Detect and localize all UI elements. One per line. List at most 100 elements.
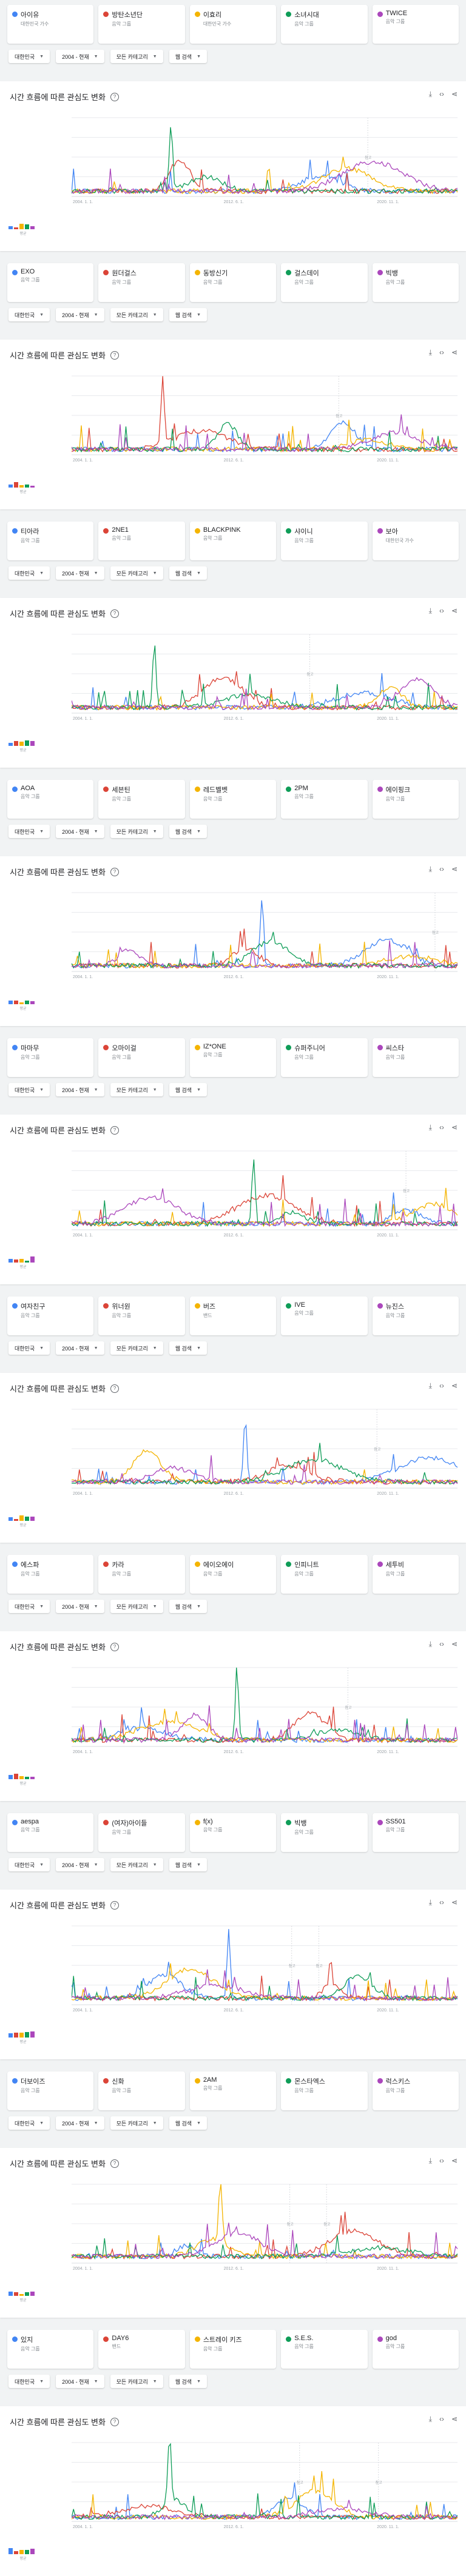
period-filter[interactable]: 2004 - 현재 ▼: [56, 308, 104, 321]
search-term-card[interactable]: 세투비 음악 그룹: [372, 1555, 459, 1594]
help-icon[interactable]: ?: [110, 1642, 119, 1651]
search-term-card[interactable]: 에이핑크 음악 그룹: [372, 780, 459, 819]
help-icon[interactable]: ?: [110, 1900, 119, 1910]
share-icon[interactable]: ⋖: [451, 2156, 458, 2165]
region-filter[interactable]: 대한민국 ▼: [8, 2375, 50, 2388]
search-type-filter[interactable]: 웹 검색 ▼: [169, 50, 207, 63]
embed-icon[interactable]: ‹›: [439, 2156, 444, 2165]
period-filter[interactable]: 2004 - 현재 ▼: [56, 2375, 104, 2388]
search-term-card[interactable]: 위너원 음악 그룹: [98, 1296, 185, 1335]
search-term-card[interactable]: 럭스키스 음악 그룹: [372, 2071, 459, 2110]
help-icon[interactable]: ?: [110, 2159, 119, 2168]
embed-icon[interactable]: ‹›: [439, 606, 444, 615]
search-term-card[interactable]: 이효리 대한민국 가수: [189, 5, 277, 44]
search-term-card[interactable]: 뉴진스 음악 그룹: [372, 1296, 459, 1335]
search-term-card[interactable]: DAY6 밴드: [98, 2330, 185, 2369]
search-term-card[interactable]: 동방신기 음악 그룹: [189, 263, 277, 302]
search-term-card[interactable]: TWICE 음악 그룹: [372, 5, 459, 44]
search-term-card[interactable]: AOA 음악 그룹: [7, 780, 94, 819]
search-term-card[interactable]: IVE 음악 그룹: [281, 1296, 368, 1335]
search-type-filter[interactable]: 웹 검색 ▼: [169, 2375, 207, 2388]
search-term-card[interactable]: 방탄소년단 음악 그룹: [98, 5, 185, 44]
search-type-filter[interactable]: 웹 검색 ▼: [169, 1083, 207, 1096]
search-term-card[interactable]: 카라 음악 그룹: [98, 1555, 185, 1594]
search-type-filter[interactable]: 웹 검색 ▼: [169, 566, 207, 580]
region-filter[interactable]: 대한민국 ▼: [8, 50, 50, 63]
share-icon[interactable]: ⋖: [451, 90, 458, 98]
search-term-card[interactable]: 세븐틴 음악 그룹: [98, 780, 185, 819]
region-filter[interactable]: 대한민국 ▼: [8, 1858, 50, 1871]
embed-icon[interactable]: ‹›: [439, 1123, 444, 1132]
search-term-card[interactable]: 걸스데이 음악 그룹: [281, 263, 368, 302]
search-term-card[interactable]: 인피니트 음악 그룹: [281, 1555, 368, 1594]
category-filter[interactable]: 모든 카테고리 ▼: [110, 2375, 163, 2388]
search-type-filter[interactable]: 웹 검색 ▼: [169, 1600, 207, 1613]
search-term-card[interactable]: 아이유 대한민국 가수: [7, 5, 94, 44]
search-term-card[interactable]: aespa 음악 그룹: [7, 1813, 94, 1852]
search-type-filter[interactable]: 웹 검색 ▼: [169, 1858, 207, 1871]
help-icon[interactable]: ?: [110, 351, 119, 360]
category-filter[interactable]: 모든 카테고리 ▼: [110, 566, 163, 580]
period-filter[interactable]: 2004 - 현재 ▼: [56, 1600, 104, 1613]
share-icon[interactable]: ⋖: [451, 1123, 458, 1132]
share-icon[interactable]: ⋖: [451, 1381, 458, 1390]
share-icon[interactable]: ⋖: [451, 2415, 458, 2423]
share-icon[interactable]: ⋖: [451, 348, 458, 357]
region-filter[interactable]: 대한민국 ▼: [8, 1083, 50, 1096]
search-term-card[interactable]: 빅뱅 음악 그룹: [372, 263, 459, 302]
search-term-card[interactable]: (여자)아이들 음악 그룹: [98, 1813, 185, 1852]
search-term-card[interactable]: 에스파 음악 그룹: [7, 1555, 94, 1594]
embed-icon[interactable]: ‹›: [439, 348, 444, 357]
category-filter[interactable]: 모든 카테고리 ▼: [110, 308, 163, 321]
embed-icon[interactable]: ‹›: [439, 90, 444, 98]
download-icon[interactable]: ⤓: [428, 1640, 432, 1648]
period-filter[interactable]: 2004 - 현재 ▼: [56, 566, 104, 580]
search-term-card[interactable]: SS501 음악 그룹: [372, 1813, 459, 1852]
period-filter[interactable]: 2004 - 현재 ▼: [56, 50, 104, 63]
category-filter[interactable]: 모든 카테고리 ▼: [110, 1083, 163, 1096]
period-filter[interactable]: 2004 - 현재 ▼: [56, 1083, 104, 1096]
region-filter[interactable]: 대한민국 ▼: [8, 825, 50, 838]
search-term-card[interactable]: 레드벨벳 음악 그룹: [189, 780, 277, 819]
download-icon[interactable]: ⤓: [428, 1123, 432, 1132]
category-filter[interactable]: 모든 카테고리 ▼: [110, 1858, 163, 1871]
search-term-card[interactable]: 소녀시대 음악 그룹: [281, 5, 368, 44]
search-term-card[interactable]: S.E.S. 음악 그룹: [281, 2330, 368, 2369]
search-term-card[interactable]: 있지 음악 그룹: [7, 2330, 94, 2369]
embed-icon[interactable]: ‹›: [439, 1640, 444, 1648]
search-type-filter[interactable]: 웹 검색 ▼: [169, 308, 207, 321]
embed-icon[interactable]: ‹›: [439, 1898, 444, 1907]
search-term-card[interactable]: 마마무 음악 그룹: [7, 1038, 94, 1077]
embed-icon[interactable]: ‹›: [439, 865, 444, 873]
category-filter[interactable]: 모든 카테고리 ▼: [110, 50, 163, 63]
category-filter[interactable]: 모든 카테고리 ▼: [110, 1600, 163, 1613]
period-filter[interactable]: 2004 - 현재 ▼: [56, 2116, 104, 2130]
share-icon[interactable]: ⋖: [451, 606, 458, 615]
help-icon[interactable]: ?: [110, 1384, 119, 1393]
download-icon[interactable]: ⤓: [428, 2156, 432, 2165]
search-term-card[interactable]: 더보이즈 음악 그룹: [7, 2071, 94, 2110]
region-filter[interactable]: 대한민국 ▼: [8, 1600, 50, 1613]
share-icon[interactable]: ⋖: [451, 1898, 458, 1907]
search-term-card[interactable]: 원더걸스 음악 그룹: [98, 263, 185, 302]
period-filter[interactable]: 2004 - 현재 ▼: [56, 1858, 104, 1871]
search-term-card[interactable]: 씨스타 음악 그룹: [372, 1038, 459, 1077]
search-term-card[interactable]: 신화 음악 그룹: [98, 2071, 185, 2110]
download-icon[interactable]: ⤓: [428, 606, 432, 615]
search-term-card[interactable]: god 음악 그룹: [372, 2330, 459, 2369]
search-term-card[interactable]: 2PM 음악 그룹: [281, 780, 368, 819]
help-icon[interactable]: ?: [110, 867, 119, 876]
period-filter[interactable]: 2004 - 현재 ▼: [56, 825, 104, 838]
region-filter[interactable]: 대한민국 ▼: [8, 308, 50, 321]
search-term-card[interactable]: 슈퍼주니어 음악 그룹: [281, 1038, 368, 1077]
share-icon[interactable]: ⋖: [451, 1640, 458, 1648]
search-term-card[interactable]: 에이오에이 음악 그룹: [189, 1555, 277, 1594]
search-type-filter[interactable]: 웹 검색 ▼: [169, 825, 207, 838]
category-filter[interactable]: 모든 카테고리 ▼: [110, 2116, 163, 2130]
search-term-card[interactable]: 여자친구 음악 그룹: [7, 1296, 94, 1335]
search-type-filter[interactable]: 웹 검색 ▼: [169, 1341, 207, 1355]
help-icon[interactable]: ?: [110, 2417, 119, 2426]
download-icon[interactable]: ⤓: [428, 2415, 432, 2423]
search-term-card[interactable]: 2NE1 음악 그룹: [98, 522, 185, 560]
search-term-card[interactable]: 티아라 음악 그룹: [7, 522, 94, 560]
